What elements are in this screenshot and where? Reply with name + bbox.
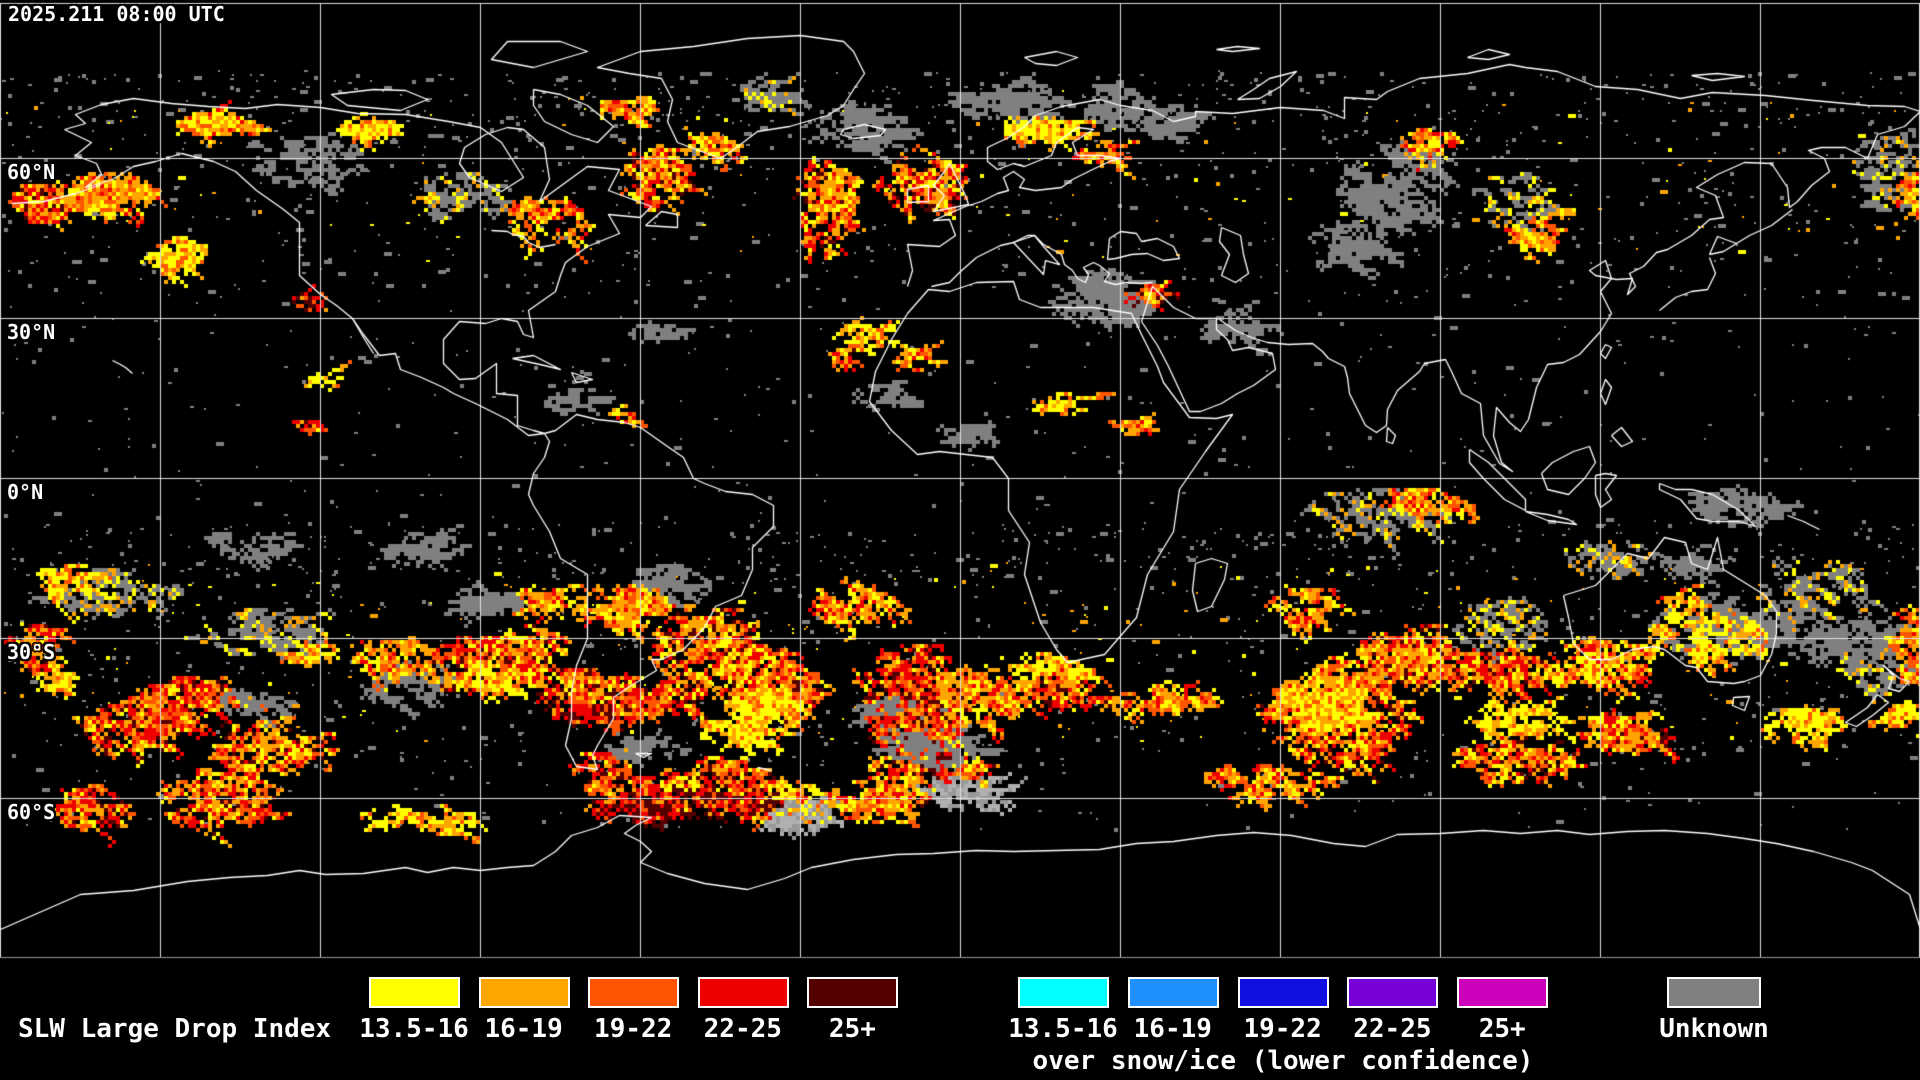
legend-range-label-snow-ice-22-25: 22-25 [1353, 1014, 1432, 1044]
legend-caption-snow-ice: over snow/ice (lower confidence) [1032, 1046, 1534, 1076]
legend-range-label-liquid-16-19: 16-19 [484, 1014, 563, 1044]
legend-range-label-liquid-22-25: 22-25 [703, 1014, 782, 1044]
legend-range-label-snow-ice-25+: 25+ [1478, 1014, 1526, 1044]
legend-range-label-snow-ice-16-19: 16-19 [1133, 1014, 1212, 1044]
legend-range-label-liquid-13.5-16: 13.5-16 [359, 1014, 469, 1044]
timestamp: 2025.211 08:00 UTC [8, 2, 225, 26]
legend-swatch-liquid-13.5-16 [369, 977, 460, 1008]
legend-swatch-liquid-16-19 [478, 977, 570, 1008]
latitude-label-0n: 0°N [7, 480, 44, 504]
legend-swatch-liquid-19-22 [588, 977, 680, 1008]
latitude-label-60s: 60°S [7, 800, 56, 824]
legend-range-label-snow-ice-13.5-16: 13.5-16 [1008, 1014, 1118, 1044]
legend-range-label-liquid-19-22: 19-22 [594, 1014, 673, 1044]
legend-title: SLW Large Drop Index [18, 1014, 332, 1044]
latitude-label-30n: 30°N [7, 320, 56, 344]
legend-swatch-liquid-25+ [807, 977, 899, 1008]
legend-range-label-liquid-25+: 25+ [828, 1014, 876, 1044]
legend-swatch-snow-ice-19-22 [1237, 977, 1329, 1008]
legend-swatch-snow-ice-13.5-16 [1018, 977, 1109, 1008]
latitude-label-60n: 60°N [7, 160, 56, 184]
legend-unknown-label: Unknown [1659, 1014, 1769, 1044]
legend-range-label-snow-ice-19-22: 19-22 [1243, 1014, 1322, 1044]
legend-swatch-snow-ice-22-25 [1347, 977, 1439, 1008]
legend-swatch-unknown [1667, 977, 1761, 1008]
legend-swatch-snow-ice-25+ [1457, 977, 1549, 1008]
legend-swatch-snow-ice-16-19 [1127, 977, 1219, 1008]
legend-swatch-liquid-22-25 [697, 977, 789, 1008]
latitude-label-30s: 30°S [7, 640, 56, 664]
